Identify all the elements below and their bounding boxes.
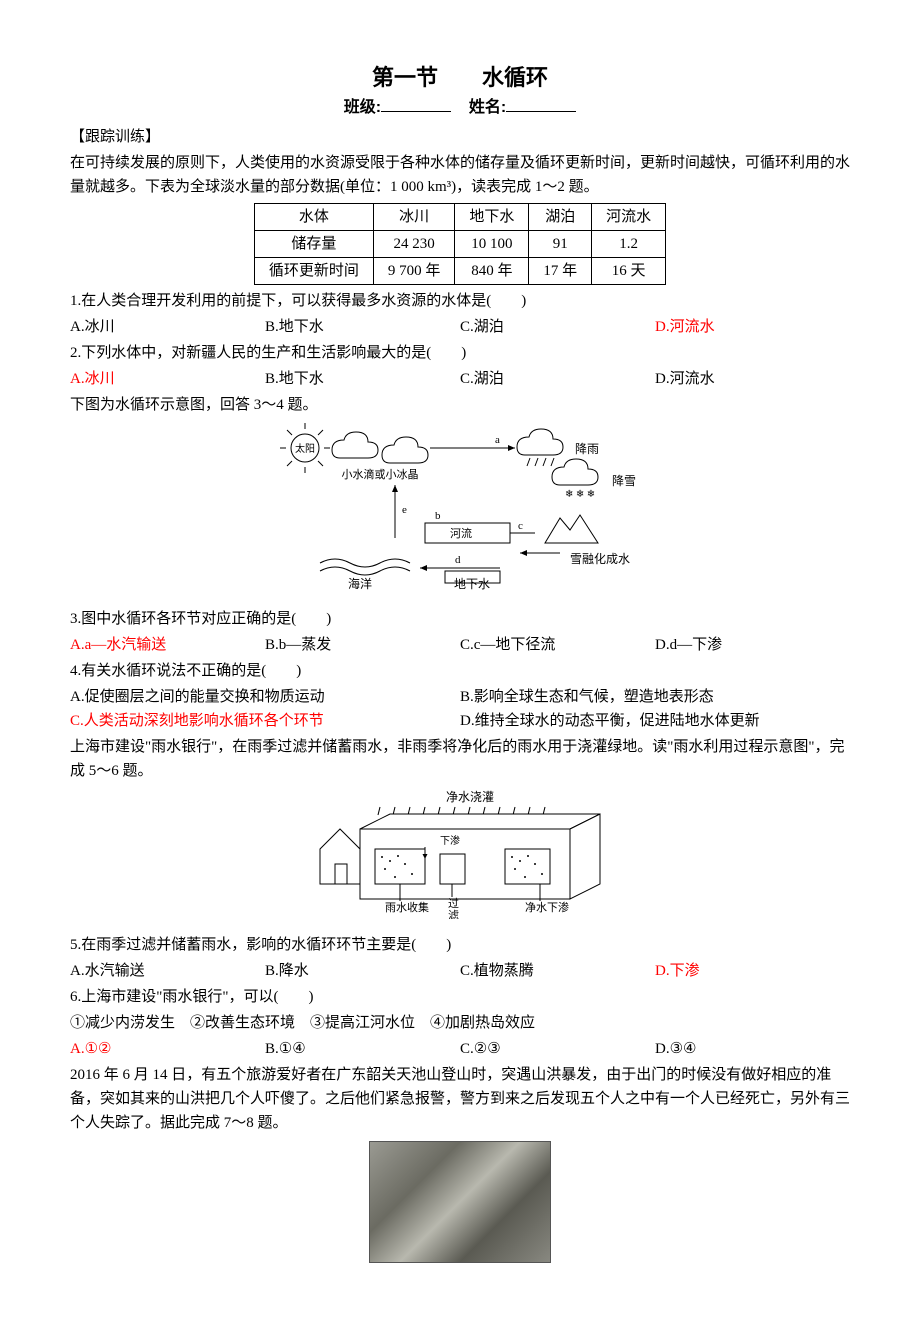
- intro-3: 2016 年 6 月 14 日，有五个旅游爱好者在广东韶关天池山登山时，突遇山洪…: [70, 1063, 850, 1135]
- table-cell: 水体: [254, 203, 373, 230]
- q4-opt-b: B.影响全球生态和气候，塑造地表形态: [460, 685, 850, 709]
- table-row: 储存量 24 230 10 100 91 1.2: [254, 230, 665, 257]
- q6-opt-b: B.①④: [265, 1037, 460, 1061]
- q2: 2.下列水体中，对新疆人民的生产和生活影响最大的是( ): [70, 341, 850, 365]
- intro-1: 在可持续发展的原则下，人类使用的水资源受限于各种水体的储存量及循环更新时间，更新…: [70, 151, 850, 199]
- q5: 5.在雨季过滤并储蓄雨水，影响的水循环环节主要是( ): [70, 933, 850, 957]
- flood-photo: [369, 1141, 551, 1263]
- svg-text:下渗: 下渗: [440, 834, 460, 847]
- class-label: 班级:: [344, 99, 381, 116]
- table-cell: 16 天: [592, 257, 666, 284]
- q1: 1.在人类合理开发利用的前提下，可以获得最多水资源的水体是( ): [70, 289, 850, 313]
- q1-opt-b: B.地下水: [265, 315, 460, 339]
- q3-opt-b: B.b—蒸发: [265, 633, 460, 657]
- q1-opt-d: D.河流水: [655, 315, 850, 339]
- svg-text:过滤: 过滤: [448, 897, 459, 919]
- table-cell: 840 年: [455, 257, 529, 284]
- section-label: 【跟踪训练】: [70, 125, 850, 149]
- svg-text:降雨: 降雨: [575, 442, 599, 456]
- svg-text:净水浇灌: 净水浇灌: [446, 790, 494, 804]
- fig1-intro: 下图为水循环示意图，回答 3～4 题。: [70, 393, 850, 417]
- svg-text:河流: 河流: [450, 526, 472, 540]
- svg-text:雨水收集: 雨水收集: [385, 900, 429, 914]
- svg-text:a: a: [495, 434, 500, 446]
- table-cell: 9 700 年: [373, 257, 455, 284]
- class-blank: [381, 95, 451, 112]
- q4-opt-d: D.维持全球水的动态平衡，促进陆地水体更新: [460, 709, 850, 733]
- svg-text:地下水: 地下水: [454, 577, 490, 591]
- q5-opt-a: A.水汽输送: [70, 959, 265, 983]
- name-label: 姓名:: [469, 99, 506, 116]
- table-cell: 冰川: [373, 203, 455, 230]
- doc-title: 第一节 水循环: [70, 60, 850, 95]
- table-row: 水体 冰川 地下水 湖泊 河流水: [254, 203, 665, 230]
- doc-subtitle: 班级: 姓名:: [70, 95, 850, 121]
- q3-options: A.a—水汽输送 B.b—蒸发 C.c—地下径流 D.d—下渗: [70, 633, 850, 657]
- rainwater-diagram: 净水浇灌 下渗 雨水收集 过滤 净水下渗: [70, 789, 850, 927]
- q1-opt-a: A.冰川: [70, 315, 265, 339]
- table-cell: 91: [529, 230, 592, 257]
- q3-opt-c: C.c—地下径流: [460, 633, 655, 657]
- q6-opt-c: C.②③: [460, 1037, 655, 1061]
- q2-opt-d: D.河流水: [655, 367, 850, 391]
- svg-text:降雪: 降雪: [612, 474, 636, 488]
- q1-options: A.冰川 B.地下水 C.湖泊 D.河流水: [70, 315, 850, 339]
- intro-2: 上海市建设"雨水银行"，在雨季过滤并储蓄雨水，非雨季将净化后的雨水用于浇灌绿地。…: [70, 735, 850, 783]
- svg-text:净水下渗: 净水下渗: [525, 900, 569, 914]
- svg-text:小水滴或小冰晶: 小水滴或小冰晶: [342, 467, 419, 481]
- q4-options: A.促使圈层之间的能量交换和物质运动 B.影响全球生态和气候，塑造地表形态 C.…: [70, 685, 850, 733]
- svg-text:❄ ❄ ❄: ❄ ❄ ❄: [565, 489, 595, 500]
- q2-opt-a: A.冰川: [70, 367, 265, 391]
- q5-opt-b: B.降水: [265, 959, 460, 983]
- svg-text:d: d: [455, 554, 461, 566]
- q3-opt-a: A.a—水汽输送: [70, 633, 265, 657]
- water-cycle-diagram: 太阳 小水滴或小冰晶 a 降雨 ❄ ❄ ❄ 降雪 e 河流 b c 海洋 d 地…: [70, 423, 850, 601]
- q6: 6.上海市建设"雨水银行"，可以( ): [70, 985, 850, 1009]
- table-cell: 湖泊: [529, 203, 592, 230]
- q1-opt-c: C.湖泊: [460, 315, 655, 339]
- q2-opt-b: B.地下水: [265, 367, 460, 391]
- q6-opt-a: A.①②: [70, 1037, 265, 1061]
- q5-opt-d: D.下渗: [655, 959, 850, 983]
- q2-opt-c: C.湖泊: [460, 367, 655, 391]
- svg-text:b: b: [435, 510, 441, 522]
- table-cell: 24 230: [373, 230, 455, 257]
- table-cell: 1.2: [592, 230, 666, 257]
- table-row: 循环更新时间 9 700 年 840 年 17 年 16 天: [254, 257, 665, 284]
- svg-text:e: e: [402, 504, 407, 516]
- q5-opt-c: C.植物蒸腾: [460, 959, 655, 983]
- svg-text:c: c: [518, 520, 523, 532]
- q6-items: ①减少内涝发生 ②改善生态环境 ③提高江河水位 ④加剧热岛效应: [70, 1011, 850, 1035]
- table-cell: 地下水: [455, 203, 529, 230]
- svg-text:太阳: 太阳: [295, 442, 315, 455]
- q5-options: A.水汽输送 B.降水 C.植物蒸腾 D.下渗: [70, 959, 850, 983]
- q3: 3.图中水循环各环节对应正确的是( ): [70, 607, 850, 631]
- q2-options: A.冰川 B.地下水 C.湖泊 D.河流水: [70, 367, 850, 391]
- svg-text:雪融化成水: 雪融化成水: [570, 552, 630, 566]
- table-cell: 17 年: [529, 257, 592, 284]
- table-cell: 10 100: [455, 230, 529, 257]
- water-table: 水体 冰川 地下水 湖泊 河流水 储存量 24 230 10 100 91 1.…: [254, 203, 666, 285]
- q4-opt-a: A.促使圈层之间的能量交换和物质运动: [70, 685, 460, 709]
- table-cell: 河流水: [592, 203, 666, 230]
- name-blank: [506, 95, 576, 112]
- table-cell: 储存量: [254, 230, 373, 257]
- table-cell: 循环更新时间: [254, 257, 373, 284]
- q3-opt-d: D.d—下渗: [655, 633, 850, 657]
- q4-opt-c: C.人类活动深刻地影响水循环各个环节: [70, 709, 460, 733]
- svg-text:海洋: 海洋: [348, 576, 372, 591]
- q6-options: A.①② B.①④ C.②③ D.③④: [70, 1037, 850, 1061]
- q6-opt-d: D.③④: [655, 1037, 850, 1061]
- q4: 4.有关水循环说法不正确的是( ): [70, 659, 850, 683]
